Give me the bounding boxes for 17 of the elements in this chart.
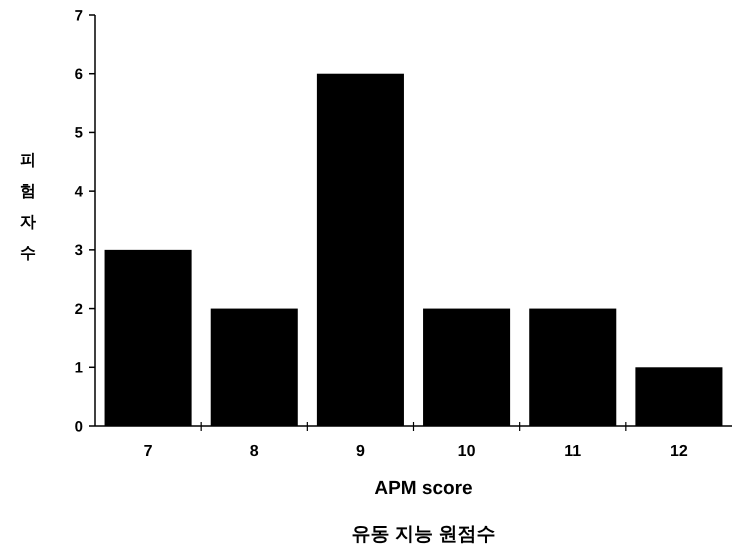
y-tick-label: 3 <box>74 242 83 260</box>
x-tick-label: 10 <box>458 443 476 460</box>
y-tick-label: 5 <box>74 124 83 142</box>
y-axis-title: 피험자수 <box>20 152 36 262</box>
x-tick-label: 9 <box>356 443 365 460</box>
y-tick-label: 2 <box>74 300 83 318</box>
y-tick-label: 0 <box>74 418 83 436</box>
y-tick-label: 1 <box>74 360 83 377</box>
y-tick-label: 7 <box>74 7 83 24</box>
text: 유동 지능 원점수 <box>352 524 496 545</box>
x-tick-label: 8 <box>250 443 259 460</box>
y-tick-label: 4 <box>74 183 84 200</box>
x-tick-label: 11 <box>564 443 582 460</box>
y-tick-label: 6 <box>74 66 83 83</box>
x-tick-label: 7 <box>144 443 153 460</box>
x-tick-label: 12 <box>670 443 688 460</box>
x-axis-title: APM score <box>374 478 473 499</box>
